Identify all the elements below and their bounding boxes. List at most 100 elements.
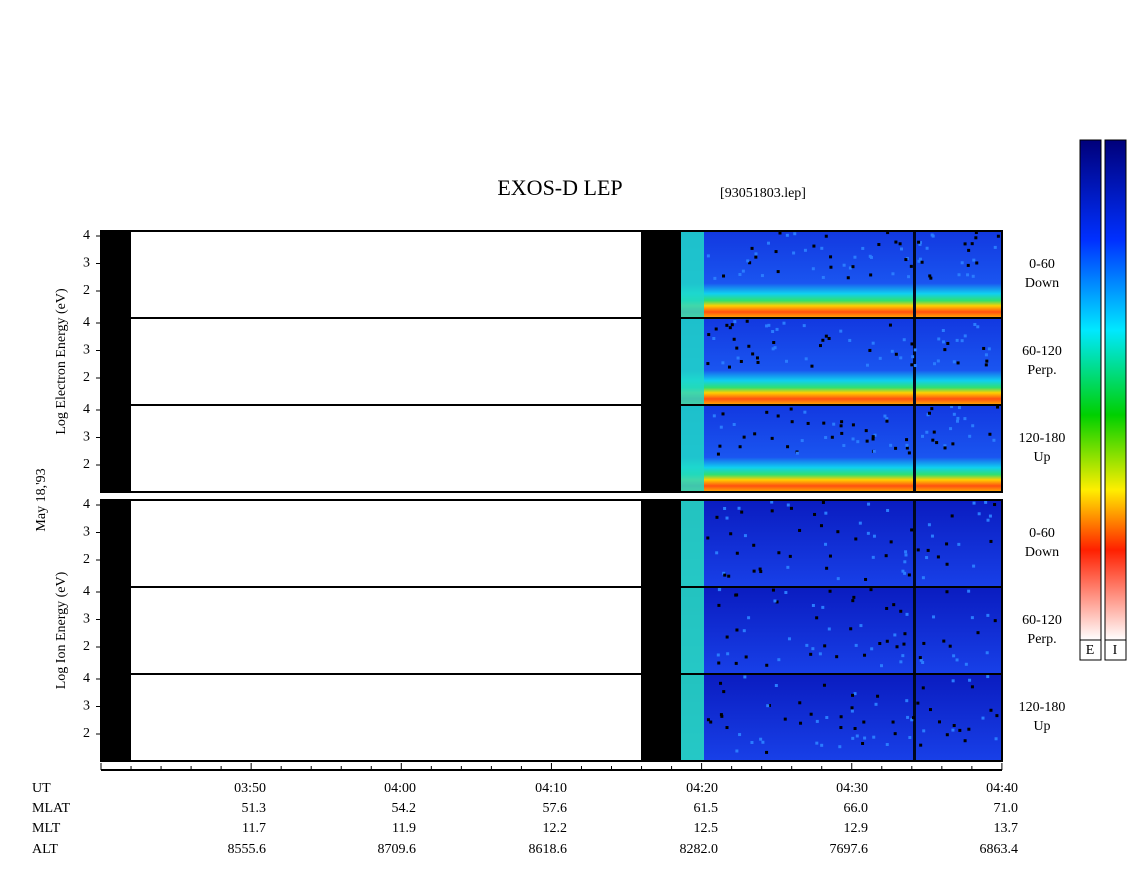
noise: [872, 449, 876, 453]
noise: [972, 501, 976, 505]
noise: [773, 599, 777, 603]
noise: [928, 274, 932, 278]
noise: [963, 334, 967, 338]
noise: [770, 500, 774, 504]
noise: [742, 435, 746, 439]
angle-label: 120-180: [1019, 431, 1066, 446]
noise: [809, 712, 813, 716]
noise: [765, 410, 769, 414]
noise: [902, 338, 906, 342]
noise: [761, 740, 765, 744]
noise: [989, 539, 993, 543]
y-tick-label: 3: [83, 343, 90, 358]
direction-label: Down: [1025, 545, 1059, 560]
noise: [770, 509, 774, 513]
noise: [721, 361, 725, 365]
noise: [755, 356, 759, 360]
noise: [754, 255, 758, 259]
noise: [986, 613, 990, 617]
noise: [839, 726, 843, 730]
row-value: 11.9: [392, 821, 416, 836]
noise: [773, 346, 777, 350]
noise: [851, 693, 855, 697]
noise: [767, 323, 771, 327]
noise: [852, 595, 856, 599]
noise: [839, 424, 843, 428]
noise: [937, 337, 941, 341]
noise: [798, 701, 802, 705]
noise: [976, 631, 980, 635]
noise: [952, 360, 956, 364]
noise: [725, 516, 729, 520]
noise: [792, 251, 796, 255]
noise: [722, 274, 726, 278]
noise: [899, 609, 903, 613]
noise: [956, 361, 960, 365]
noise: [957, 542, 961, 546]
noise: [811, 603, 815, 607]
noise: [738, 445, 742, 449]
noise: [945, 542, 949, 546]
noise: [884, 554, 888, 558]
noise: [943, 446, 947, 450]
noise: [871, 341, 875, 345]
noise: [720, 714, 724, 718]
noise: [832, 422, 836, 426]
noise: [872, 735, 876, 739]
noise: [988, 514, 992, 518]
noise: [802, 324, 806, 328]
noise: [851, 265, 855, 269]
noise: [750, 740, 754, 744]
noise: [941, 340, 945, 344]
noise: [874, 702, 878, 706]
row-name: UT: [32, 781, 51, 796]
noise: [734, 661, 738, 665]
noise: [810, 364, 814, 368]
noise: [957, 406, 961, 410]
noise: [971, 424, 975, 428]
noise: [820, 743, 824, 747]
noise: [829, 265, 833, 269]
noise: [736, 356, 740, 360]
y-tick-label: 3: [83, 256, 90, 271]
noise: [712, 337, 716, 341]
noise: [872, 534, 876, 538]
noise: [950, 514, 954, 518]
row-value: 03:50: [234, 781, 266, 796]
noise: [981, 716, 985, 720]
noise: [723, 506, 727, 510]
noise: [861, 741, 865, 745]
noise: [932, 430, 936, 434]
noise: [855, 734, 859, 738]
noise: [823, 644, 827, 648]
spectrum: [681, 587, 1002, 674]
noise: [905, 699, 909, 703]
noise: [734, 593, 738, 597]
noise: [956, 416, 960, 420]
noise: [930, 407, 934, 411]
noise: [903, 560, 907, 564]
noise: [772, 341, 776, 345]
noise: [871, 435, 875, 439]
y-axis-label: Log Electron Energy (eV): [54, 288, 69, 435]
noise: [892, 603, 896, 607]
noise: [972, 258, 976, 262]
noise: [895, 645, 899, 649]
y-tick-label: 2: [83, 283, 90, 298]
noise: [789, 407, 793, 411]
angle-label: 0-60: [1029, 526, 1055, 541]
noise: [825, 716, 829, 720]
noise: [789, 506, 793, 510]
noise: [890, 349, 894, 353]
row-name: ALT: [32, 842, 58, 857]
noise: [838, 745, 842, 749]
noise: [723, 573, 727, 577]
noise: [894, 240, 898, 244]
noise: [932, 615, 936, 619]
noise: [783, 717, 787, 721]
noise: [885, 419, 889, 423]
y-tick-label: 2: [83, 726, 90, 741]
row-value: 12.9: [844, 821, 869, 836]
y-tick-label: 3: [83, 699, 90, 714]
